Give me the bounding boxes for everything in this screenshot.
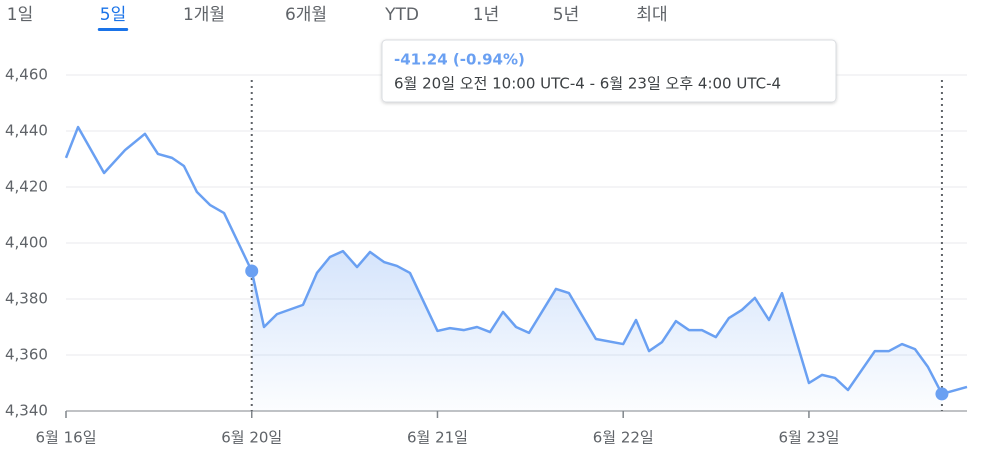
y-tick-label: 4,400	[5, 234, 48, 252]
tooltip-range: 6월 20일 오전 10:00 UTC-4 - 6월 23일 오후 4:00 U…	[394, 75, 781, 93]
y-tick-label: 4,460	[5, 66, 48, 84]
x-tick-label: 6월 16일	[36, 429, 97, 447]
y-tick-label: 4,360	[5, 346, 48, 364]
range-tab[interactable]: 1개월	[183, 5, 225, 25]
tooltip: -41.24 (-0.94%) 6월 20일 오전 10:00 UTC-4 - …	[381, 39, 837, 103]
range-tab[interactable]: 최대	[636, 5, 667, 25]
y-tick-label: 4,340	[5, 402, 48, 420]
range-point	[245, 264, 259, 278]
tooltip-change: -41.24 (-0.94%)	[394, 51, 525, 69]
y-tick-label: 4,440	[5, 122, 48, 140]
range-tabs: 1일 5일 1개월 6개월 YTD 1년 5년 최대	[7, 5, 668, 31]
x-tick-label: 6월 20일	[221, 429, 282, 447]
selected-area	[251, 251, 942, 411]
plot: 4,340 4,360 4,380 4,400 4,420 4,440 4,460 6월 16…	[5, 66, 968, 447]
range-tab[interactable]: 5일	[100, 5, 126, 25]
range-tab[interactable]: YTD	[384, 5, 419, 25]
price-line	[64, 125, 968, 396]
x-tick-label: 6월 22일	[593, 429, 654, 447]
range-tab[interactable]: 1년	[473, 5, 499, 25]
range-point	[935, 387, 949, 401]
y-tick-label: 4,380	[5, 290, 48, 308]
x-tick-label: 6월 23일	[778, 429, 839, 447]
range-tab[interactable]: 5년	[553, 5, 579, 25]
x-tick-label: 6월 21일	[407, 429, 468, 447]
tooltip-box	[381, 39, 837, 103]
y-tick-label: 4,420	[5, 178, 48, 196]
range-tab[interactable]: 1일	[7, 5, 33, 25]
selected-underline	[97, 28, 129, 31]
range-tab[interactable]: 6개월	[285, 5, 327, 25]
